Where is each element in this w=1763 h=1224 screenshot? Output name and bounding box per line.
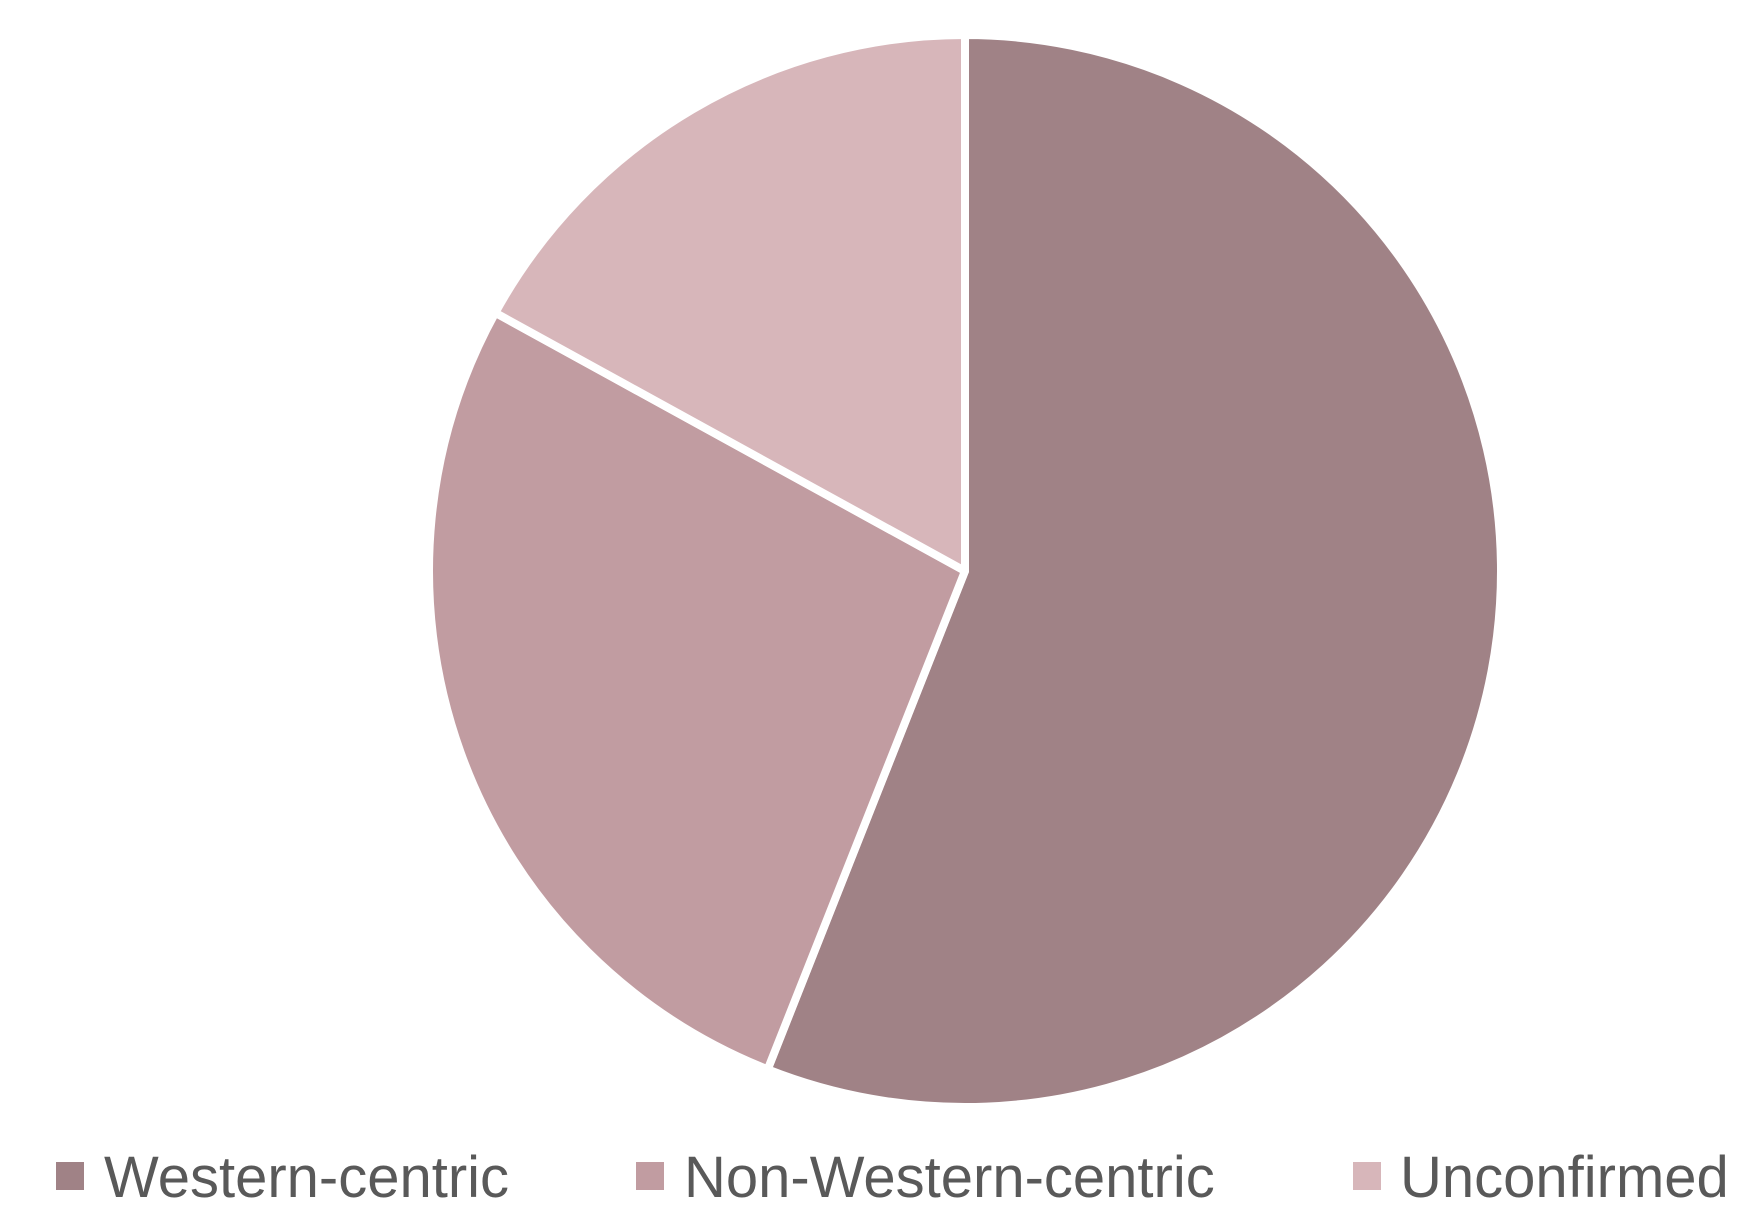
pie-slice-non-western-centric: [425, 308, 969, 1074]
legend-item-non-western-centric: Non-Western-centric: [636, 1145, 1215, 1210]
legend-swatch-non-western-centric: [636, 1162, 664, 1190]
pie-slice-unconfirmed: [491, 31, 969, 575]
legend-label-non-western-centric: Non-Western-centric: [684, 1145, 1215, 1210]
pie-slices: [425, 31, 1505, 1111]
pie-slice-western-centric: [763, 31, 1505, 1111]
legend: Western-centric Non-Western-centric Unco…: [56, 1145, 1729, 1210]
legend-label-unconfirmed: Unconfirmed: [1400, 1145, 1729, 1210]
legend-item-western-centric: Western-centric: [56, 1145, 509, 1210]
legend-swatch-unconfirmed: [1353, 1162, 1381, 1190]
legend-item-unconfirmed: Unconfirmed: [1353, 1145, 1729, 1210]
legend-swatch-western-centric: [56, 1162, 84, 1190]
legend-label-western-centric: Western-centric: [104, 1145, 509, 1210]
